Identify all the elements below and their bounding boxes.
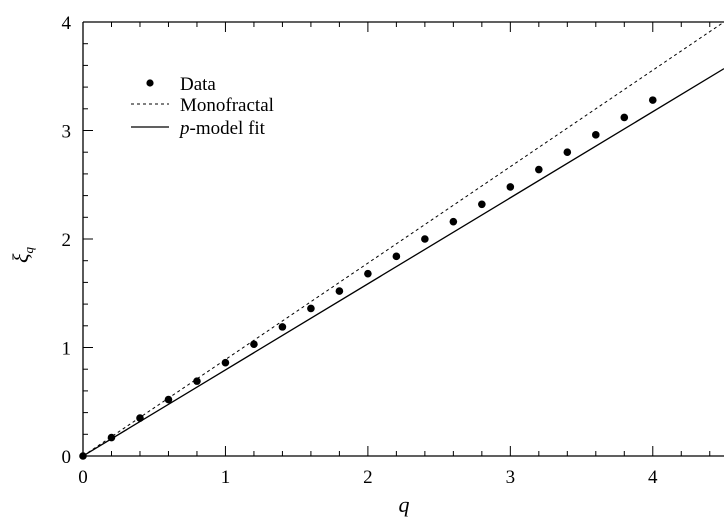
data-point bbox=[307, 304, 315, 313]
data-point bbox=[193, 377, 201, 385]
data-point bbox=[478, 200, 486, 209]
legend-marker-data bbox=[146, 79, 154, 87]
x-tick-label: 0 bbox=[78, 467, 88, 488]
axis-tick-labels: 0 1 2 3 4 0 1 2 3 4 bbox=[62, 13, 659, 488]
axis-ticks bbox=[82, 21, 711, 457]
data-point bbox=[79, 452, 87, 460]
legend-label-p-model-fit-prefix: p bbox=[178, 118, 190, 139]
data-point bbox=[506, 183, 515, 191]
data-point bbox=[364, 269, 372, 278]
series-lines bbox=[83, 22, 724, 456]
y-axis-title: ξq bbox=[8, 247, 36, 263]
svg-text:ξq: ξq bbox=[8, 247, 36, 263]
data-point bbox=[563, 148, 572, 156]
legend-label-p-model-fit-rest: -model fit bbox=[190, 118, 266, 139]
data-points bbox=[79, 96, 657, 460]
data-point bbox=[592, 131, 600, 139]
data-point bbox=[421, 235, 429, 243]
data-point bbox=[278, 323, 287, 331]
data-point bbox=[107, 433, 116, 442]
data-point bbox=[392, 252, 401, 261]
x-tick-label: 3 bbox=[506, 467, 516, 488]
data-point bbox=[221, 358, 230, 367]
x-tick-label: 1 bbox=[221, 467, 231, 488]
data-point bbox=[449, 217, 458, 226]
y-tick-label: 3 bbox=[62, 122, 72, 143]
legend-label-data: Data bbox=[180, 74, 216, 95]
y-tick-label: 4 bbox=[62, 13, 72, 34]
data-point bbox=[250, 340, 258, 349]
data-point bbox=[164, 395, 173, 404]
data-point bbox=[535, 165, 543, 174]
legend-label-p-model-fit: p-model fit bbox=[178, 118, 266, 139]
data-point bbox=[136, 414, 144, 422]
y-axis-title-symbol: ξ bbox=[8, 253, 33, 263]
data-point bbox=[620, 113, 629, 122]
legend-label-monofractal: Monofractal bbox=[180, 95, 274, 116]
y-tick-label: 2 bbox=[62, 230, 72, 251]
y-tick-label: 0 bbox=[62, 447, 72, 468]
x-axis-title: q bbox=[399, 492, 410, 517]
y-tick-label: 1 bbox=[62, 339, 72, 360]
x-tick-label: 2 bbox=[363, 467, 373, 488]
y-axis-title-subscript: q bbox=[21, 247, 36, 254]
x-tick-label: 4 bbox=[648, 467, 658, 488]
data-point bbox=[648, 96, 657, 104]
legend: Data Monofractal p-model fit bbox=[131, 74, 274, 139]
data-point bbox=[335, 287, 344, 295]
p-model-fit-line bbox=[83, 68, 724, 456]
